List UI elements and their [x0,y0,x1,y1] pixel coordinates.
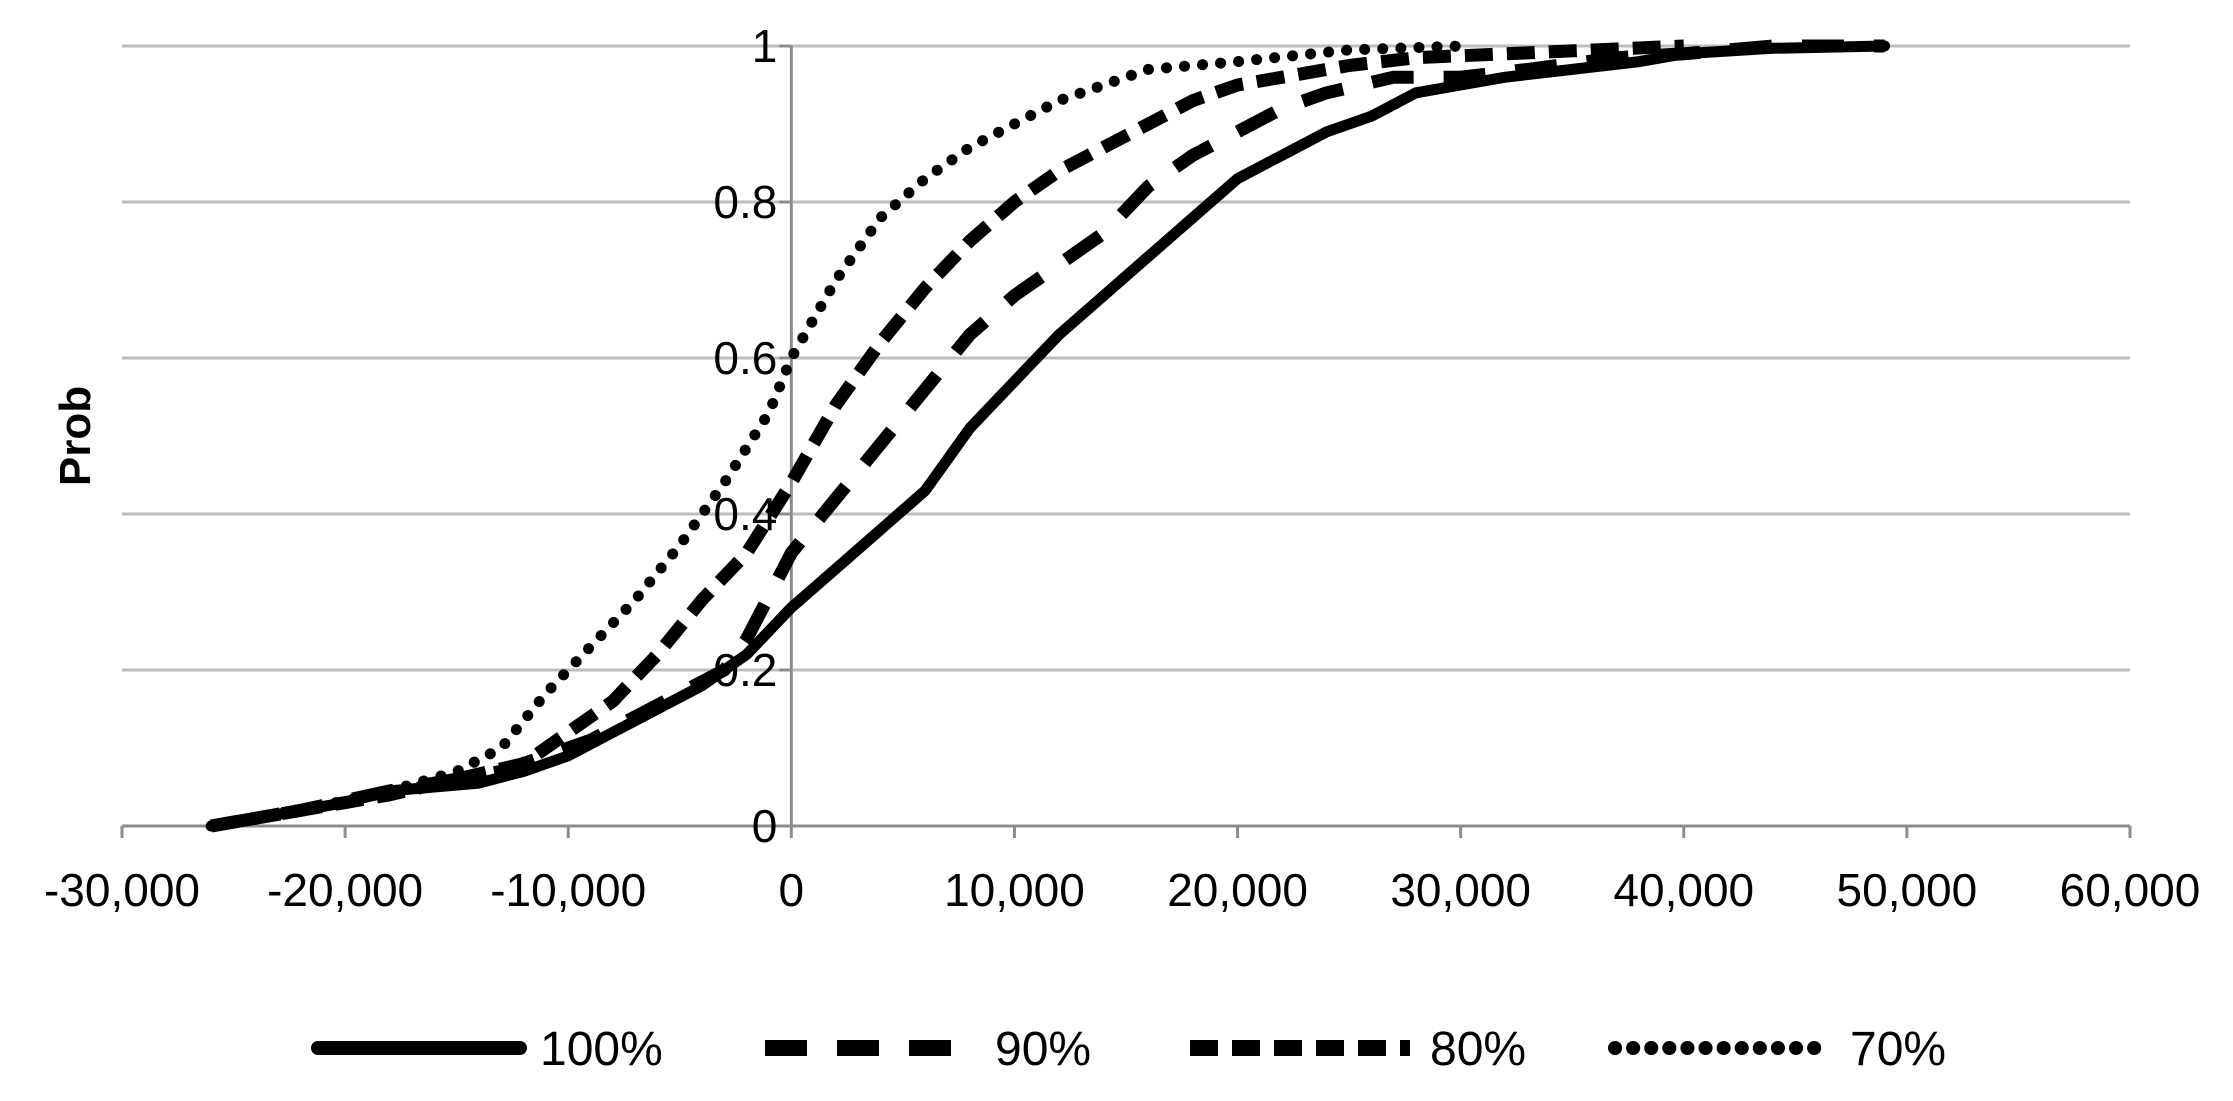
x-tick-label: -30,000 [44,864,200,916]
x-tick-label: -20,000 [267,864,423,916]
axes [122,46,2130,828]
x-tick-label: 20,000 [1167,864,1308,916]
series-line-3 [205,40,1467,832]
x-tick-label: 40,000 [1613,864,1754,916]
series-lines [205,39,1891,833]
series-line-0 [205,40,1891,832]
legend-label: 70% [1850,1023,1946,1076]
series-line-2 [210,39,1685,833]
x-tick-label: 50,000 [1837,864,1978,916]
x-tick-label: -10,000 [490,864,646,916]
y-tick-label: 0 [752,800,778,852]
y-axis-label: Prob [51,386,100,486]
legend-label: 80% [1430,1023,1526,1076]
y-tick-label: 0.6 [713,332,777,384]
y-tick-label: 0.4 [713,488,777,540]
x-tick-label: 10,000 [944,864,1085,916]
gridlines [122,44,2130,672]
series-line-1 [210,39,1885,833]
y-tick-label: 1 [752,20,778,72]
x-tick-label: 0 [779,864,805,916]
legend-label: 90% [995,1023,1091,1076]
x-axis-ticks: -30,000 -20,000 -10,000 0 10,000 20,000 30,000… [44,826,2200,916]
legend-label: 100% [540,1023,663,1076]
y-tick-label: 0.8 [713,176,777,228]
x-tick-label: 30,000 [1390,864,1531,916]
x-tick-label: 60,000 [2060,864,2201,916]
legend: 100% 90% 80% 70% [311,1023,1946,1076]
